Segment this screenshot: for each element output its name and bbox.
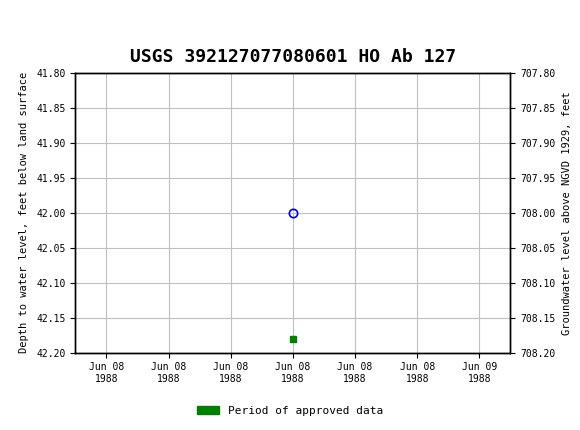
Text: ≡USGS: ≡USGS <box>3 16 61 35</box>
Y-axis label: Groundwater level above NGVD 1929, feet: Groundwater level above NGVD 1929, feet <box>563 91 572 335</box>
Legend: Period of approved data: Period of approved data <box>193 401 387 420</box>
Title: USGS 392127077080601 HO Ab 127: USGS 392127077080601 HO Ab 127 <box>130 48 456 66</box>
Y-axis label: Depth to water level, feet below land surface: Depth to water level, feet below land su… <box>19 72 30 353</box>
